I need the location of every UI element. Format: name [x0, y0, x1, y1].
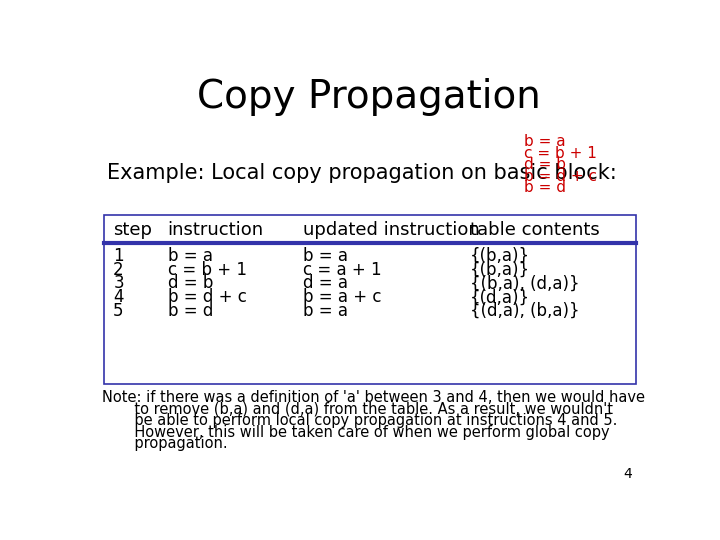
Text: c = a + 1: c = a + 1: [303, 261, 382, 279]
Text: Note: if there was a definition of 'a' between 3 and 4, then we would have: Note: if there was a definition of 'a' b…: [102, 390, 644, 405]
Text: b = a + c: b = a + c: [303, 288, 382, 306]
Text: b = d: b = d: [168, 302, 213, 320]
Text: b = d + c: b = d + c: [524, 169, 597, 184]
Text: step: step: [113, 221, 152, 239]
Text: table contents: table contents: [469, 221, 600, 239]
Text: b = a: b = a: [303, 247, 348, 265]
Text: d = a: d = a: [303, 274, 348, 293]
Text: {(d,a), (b,a)}: {(d,a), (b,a)}: [469, 302, 580, 320]
Text: be able to perform local copy propagation at instructions 4 and 5.: be able to perform local copy propagatio…: [102, 413, 617, 428]
Text: {(d,a)}: {(d,a)}: [469, 288, 530, 306]
Text: {(b,a)}: {(b,a)}: [469, 261, 530, 279]
Bar: [104, 215, 636, 384]
Text: 5: 5: [113, 302, 124, 320]
Text: 2: 2: [113, 261, 124, 279]
Text: 4: 4: [113, 288, 124, 306]
Text: {(b,a), (d,a)}: {(b,a), (d,a)}: [469, 274, 580, 293]
Text: Example: Local copy propagation on basic block:: Example: Local copy propagation on basic…: [107, 163, 617, 183]
Text: d = b: d = b: [168, 274, 213, 293]
Text: However, this will be taken care of when we perform global copy: However, this will be taken care of when…: [102, 424, 609, 440]
Text: instruction: instruction: [168, 221, 264, 239]
Text: Copy Propagation: Copy Propagation: [197, 78, 541, 116]
Text: b = a: b = a: [524, 134, 566, 149]
Text: updated instruction: updated instruction: [303, 221, 480, 239]
Text: b = d: b = d: [524, 180, 566, 195]
Text: b = a: b = a: [303, 302, 348, 320]
Text: 1: 1: [113, 247, 124, 265]
Text: {(b,a)}: {(b,a)}: [469, 247, 530, 265]
Text: c = b + 1: c = b + 1: [168, 261, 246, 279]
Text: 3: 3: [113, 274, 124, 293]
Text: d = b: d = b: [524, 157, 566, 172]
Text: b = d + c: b = d + c: [168, 288, 246, 306]
Text: b = a: b = a: [168, 247, 212, 265]
Text: propagation.: propagation.: [102, 436, 228, 451]
Text: c = b + 1: c = b + 1: [524, 146, 597, 161]
Text: 4: 4: [624, 468, 632, 482]
Text: to remove (b,a) and (d,a) from the table. As a result, we wouldn't: to remove (b,a) and (d,a) from the table…: [102, 402, 613, 416]
